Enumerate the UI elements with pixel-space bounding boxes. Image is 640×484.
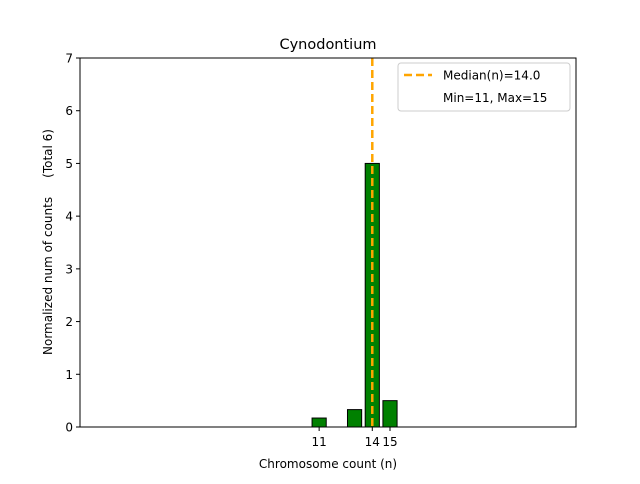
y-tick-label-6: 6	[65, 104, 73, 118]
y-tick-label-7: 7	[65, 52, 73, 66]
x-tick-label-15: 15	[382, 435, 397, 449]
legend: Median(n)=14.0 Min=11, Max=15	[397, 62, 571, 112]
y-axis: 0 1 2 3 4 5 6 7	[65, 52, 80, 435]
chart-title: Cynodontium	[279, 37, 376, 53]
plot-frame	[79, 57, 577, 428]
y-tick-label-0: 0	[65, 421, 73, 435]
y-tick-label-3: 3	[65, 262, 73, 276]
legend-box	[397, 62, 571, 112]
bar-15	[382, 400, 398, 428]
legend-minmax-label: Min=11, Max=15	[443, 91, 547, 105]
x-axis: 11 14 15	[312, 427, 398, 449]
bars	[311, 162, 398, 428]
legend-median-label: Median(n)=14.0	[443, 69, 540, 83]
y-tick-label-4: 4	[65, 210, 73, 224]
y-tick-label-5: 5	[65, 157, 73, 171]
bar-11	[311, 417, 327, 428]
y-axis-label: Normalized num of counts (Total 6)	[41, 129, 55, 355]
bar-13	[346, 409, 363, 428]
x-tick-label-11: 11	[312, 435, 327, 449]
x-axis-label: Chromosome count (n)	[259, 457, 397, 471]
y-tick-label-1: 1	[65, 368, 73, 382]
y-tick-label-2: 2	[65, 315, 73, 329]
x-tick-label-14: 14	[365, 435, 380, 449]
